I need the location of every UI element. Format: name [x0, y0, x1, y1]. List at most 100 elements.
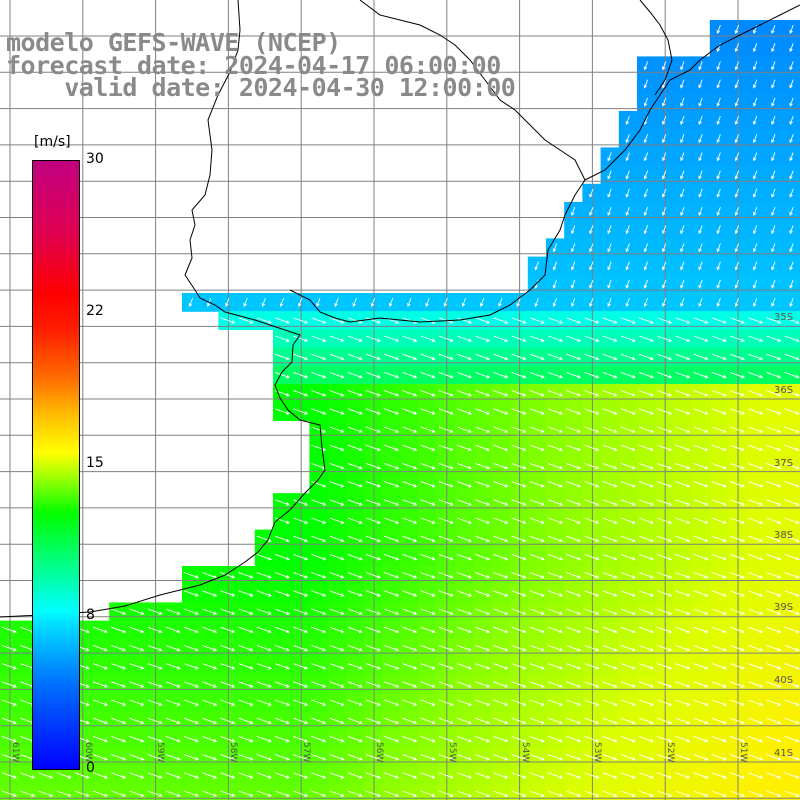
- wind-arrow: [493, 717, 509, 725]
- wind-arrow: [238, 681, 254, 688]
- wind-arrow: [111, 735, 127, 743]
- wind-arrow: [711, 535, 727, 543]
- wind-arrow: [238, 663, 254, 670]
- wind-arrow: [748, 499, 764, 506]
- wind-arrow: [784, 426, 800, 433]
- wind-arrow: [92, 754, 108, 761]
- wind-arrow: [365, 572, 381, 579]
- wind-arrow: [129, 717, 145, 725]
- valid-date: valid date: 2024-04-30 12:00:00: [6, 73, 516, 102]
- wind-arrow: [188, 297, 194, 307]
- wind-arrow: [384, 353, 400, 361]
- wind-arrow: [625, 261, 630, 271]
- wind-arrow: [693, 335, 709, 342]
- wind-arrow: [420, 663, 436, 670]
- wind-arrow: [438, 462, 454, 470]
- wind-arrow: [784, 553, 800, 561]
- wind-arrow: [766, 335, 782, 342]
- wind-arrow: [329, 444, 345, 452]
- wind-arrow: [657, 517, 673, 524]
- wind-arrow: [529, 717, 545, 725]
- wind-arrow: [384, 717, 400, 725]
- wind-arrow: [402, 390, 418, 397]
- wind-arrow: [620, 481, 636, 488]
- wind-cell: [0, 784, 19, 800]
- wind-arrow: [752, 225, 758, 235]
- wind-arrow: [111, 772, 127, 779]
- wind-arrow: [752, 261, 758, 271]
- wind-arrow: [347, 572, 363, 579]
- wind-arrow: [1, 699, 17, 706]
- wind-arrow: [638, 317, 654, 324]
- wind-cell: [764, 784, 784, 800]
- wind-arrow: [657, 735, 673, 743]
- wind-arrow: [680, 134, 685, 144]
- wind-arrow: [584, 626, 600, 634]
- colorbar-tick: 15: [86, 455, 104, 471]
- wind-arrow: [729, 317, 745, 324]
- wind-arrow: [661, 170, 667, 180]
- wind-arrow: [620, 590, 636, 597]
- wind-arrow: [748, 626, 764, 634]
- wind-arrow: [657, 553, 673, 561]
- wind-arrow: [329, 681, 345, 688]
- wind-arrow: [493, 663, 509, 670]
- lat-label: 41S: [774, 748, 794, 759]
- wind-arrow: [711, 790, 727, 797]
- wind-arrow: [766, 408, 782, 415]
- wind-arrow: [384, 426, 400, 433]
- wind-arrow: [183, 608, 199, 615]
- wind-arrow: [638, 681, 654, 688]
- wind-arrow: [748, 735, 764, 743]
- wind-arrow: [657, 754, 673, 761]
- wind-arrow: [675, 717, 691, 725]
- wind-arrow: [147, 699, 163, 706]
- wind-arrow: [657, 462, 673, 470]
- wind-arrow: [643, 134, 649, 144]
- wind-arrow: [129, 735, 145, 743]
- wind-arrow: [529, 481, 545, 488]
- wind-arrow: [657, 790, 673, 797]
- wind-arrow: [183, 790, 199, 797]
- wind-arrow: [529, 735, 545, 743]
- wind-arrow: [493, 317, 509, 324]
- wind-arrow: [92, 790, 108, 797]
- wind-cell: [327, 784, 347, 800]
- wind-arrow: [771, 115, 776, 125]
- wind-arrow: [293, 408, 309, 415]
- wind-arrow: [420, 790, 436, 797]
- wind-cell: [109, 784, 128, 800]
- wind-arrow: [602, 317, 618, 324]
- wind-arrow: [789, 225, 794, 235]
- wind-arrow: [129, 626, 145, 634]
- wind-arrow: [293, 335, 309, 342]
- wind-arrow: [293, 553, 309, 561]
- wind-arrow: [602, 681, 618, 688]
- wind-arrow: [698, 188, 703, 198]
- wind-arrow: [547, 481, 563, 488]
- wind-arrow: [165, 626, 181, 634]
- wind-arrow: [384, 499, 400, 506]
- wind-arrow: [734, 225, 740, 235]
- wind-arrow: [748, 462, 764, 470]
- wind-arrow: [620, 535, 636, 543]
- wind-arrow: [529, 626, 545, 634]
- wind-arrow: [620, 772, 636, 779]
- wind-arrow: [274, 572, 290, 579]
- wind-arrow: [766, 699, 782, 706]
- wind-arrow: [748, 481, 764, 488]
- wind-arrow: [602, 353, 618, 361]
- wind-arrow: [293, 699, 309, 706]
- wind-arrow: [711, 553, 727, 561]
- wind-arrow: [643, 225, 649, 235]
- wind-arrow: [602, 408, 618, 415]
- wind-arrow: [384, 390, 400, 397]
- wind-arrow: [202, 772, 218, 779]
- wind-cell: [618, 784, 638, 800]
- wind-arrow: [675, 735, 691, 743]
- wind-arrow: [693, 772, 709, 779]
- wind-arrow: [311, 481, 327, 488]
- wind-arrow: [698, 97, 703, 107]
- wind-arrow: [638, 663, 654, 670]
- wind-arrow: [365, 754, 381, 761]
